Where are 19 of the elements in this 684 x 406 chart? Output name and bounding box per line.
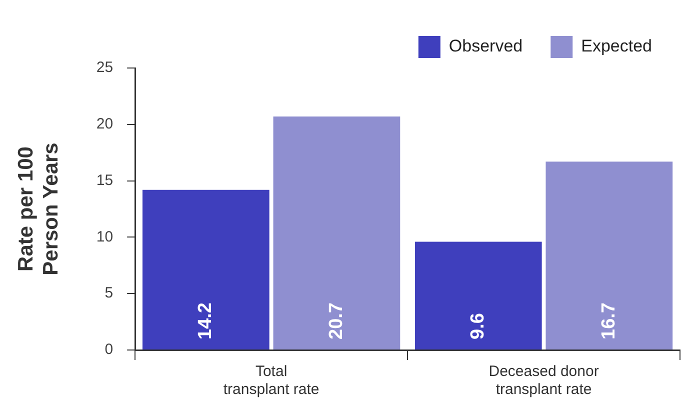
- bar: [142, 190, 270, 350]
- legend-label: Observed: [448, 36, 523, 56]
- y-tick-label: 25: [96, 59, 114, 76]
- x-tick-label: Deceased donor transplant rate: [488, 363, 599, 398]
- y-axis-title: Rate per 100 Person Years: [14, 142, 63, 276]
- bar: [273, 116, 400, 350]
- bar: [414, 242, 542, 350]
- y-tick-label: 15: [96, 172, 114, 189]
- y-tick-label: 5: [104, 284, 114, 302]
- bar: [546, 162, 673, 350]
- legend-label: Expected: [581, 36, 652, 56]
- data-label: 20.7: [326, 302, 347, 340]
- data-label: 14.2: [195, 302, 216, 340]
- y-tick-label: 20: [96, 116, 114, 133]
- x-tick-label: Total transplant rate: [223, 363, 320, 398]
- data-label: 9.6: [468, 313, 489, 340]
- y-tick-label: 0: [104, 341, 114, 358]
- data-label: 16.7: [598, 302, 620, 340]
- y-tick-label: 10: [96, 228, 114, 246]
